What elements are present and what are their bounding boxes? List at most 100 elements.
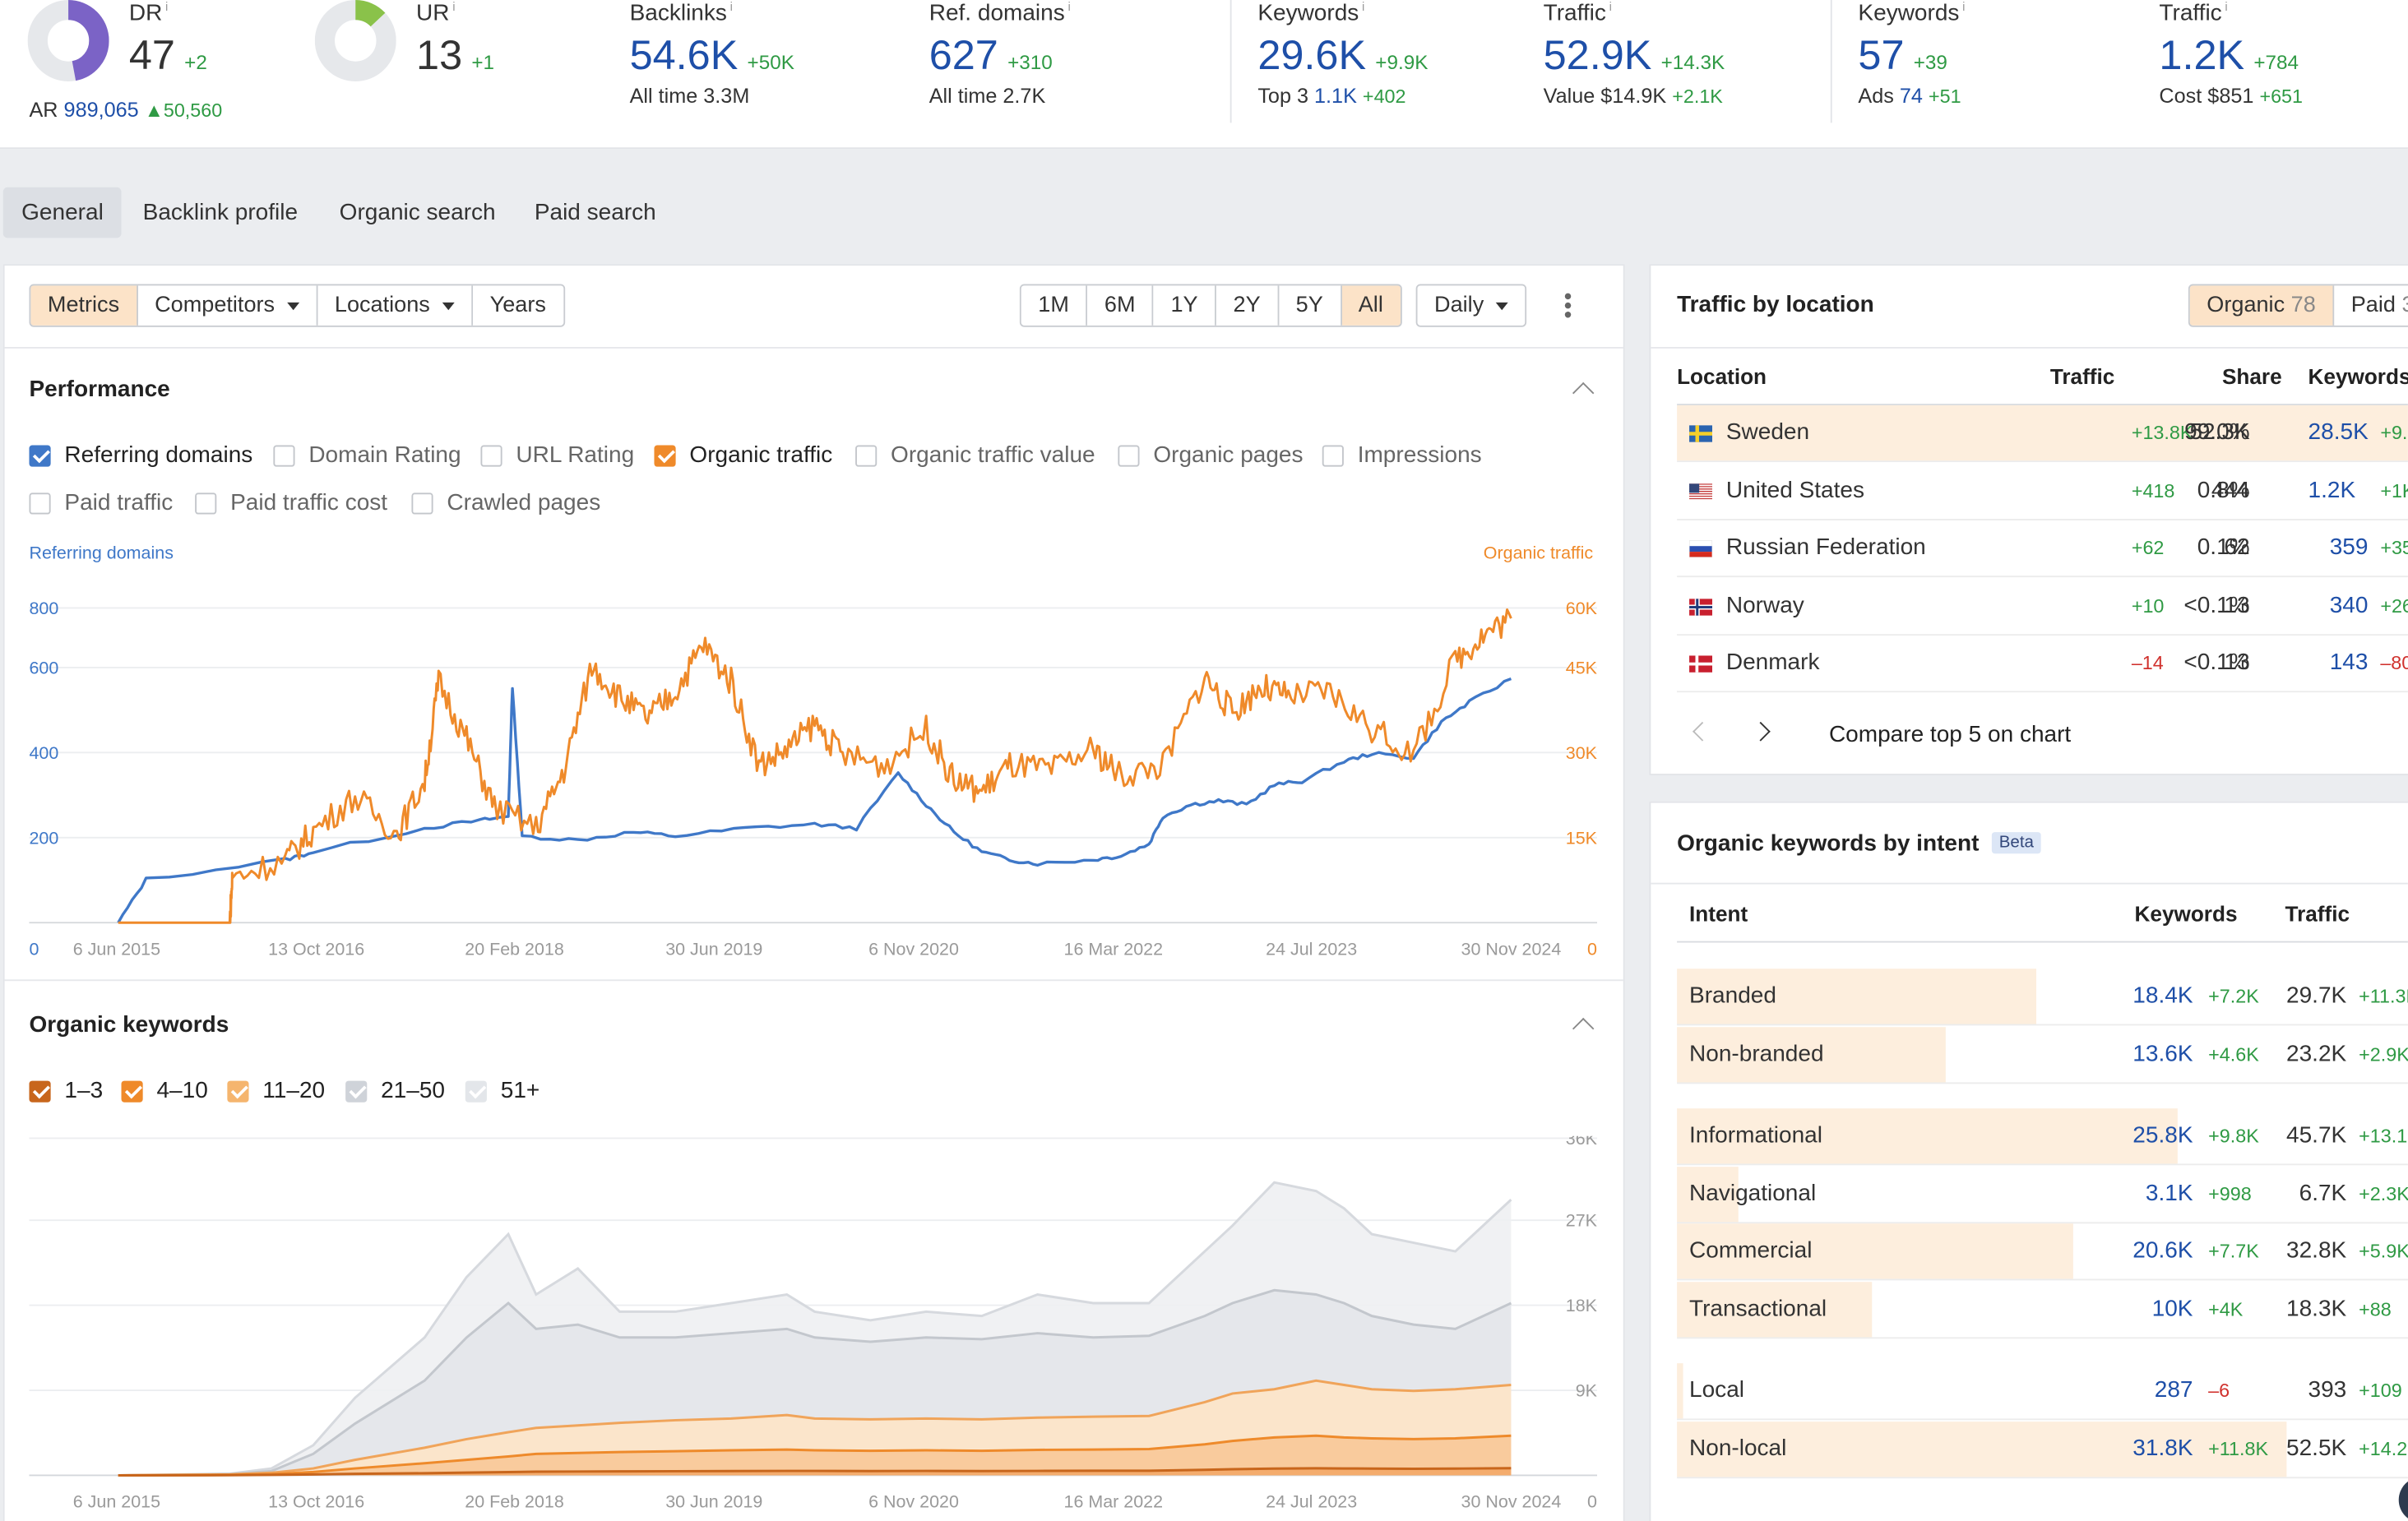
metric-checkbox[interactable]: Crawled pages: [411, 490, 600, 515]
keywords-column-header[interactable]: Keywords: [2308, 363, 2408, 389]
area-line-3[interactable]: [118, 1434, 1512, 1477]
paid-keywords-value[interactable]: 57: [1858, 32, 1905, 79]
paid-toggle-button[interactable]: Paid 3: [2334, 285, 2408, 326]
locations-dropdown[interactable]: Locations: [317, 285, 474, 326]
intent-row[interactable]: Local 287 –6 393 +109: [1677, 1363, 2408, 1421]
intent-keywords-value[interactable]: 10K: [2151, 1295, 2193, 1321]
intent-keywords-column-header[interactable]: Keywords: [2134, 901, 2238, 926]
competitors-dropdown[interactable]: Competitors: [137, 285, 318, 326]
ads-value[interactable]: 74: [1899, 84, 1923, 108]
paid-traffic-metric[interactable]: Traffic i 1.2K +784 Cost $851 +651: [2159, 0, 2303, 108]
tab-general[interactable]: General: [2, 187, 123, 238]
top3-value[interactable]: 1.1K: [1314, 84, 1357, 108]
paid-toggle-label: Paid: [2350, 293, 2396, 318]
help-chat-button[interactable]: [2398, 1477, 2408, 1521]
legend-item[interactable]: 1–3: [29, 1078, 103, 1104]
metrics-button[interactable]: Metrics: [30, 285, 138, 326]
interval-dropdown[interactable]: Daily: [1415, 284, 1527, 327]
metric-checkbox[interactable]: Referring domains: [29, 442, 252, 469]
metric-checkbox[interactable]: Domain Rating: [273, 442, 461, 469]
range-2y-button[interactable]: 2Y: [1216, 285, 1280, 326]
traffic-column-header[interactable]: Traffic: [2049, 363, 2115, 389]
intent-keywords-value[interactable]: 18.4K: [2132, 982, 2193, 1009]
intent-row[interactable]: Non-local 31.8K +11.8K 52.5K +14.2K: [1677, 1421, 2408, 1478]
tab-paid-search[interactable]: Paid search: [534, 199, 656, 226]
location-column-header[interactable]: Location: [1677, 363, 1767, 389]
intent-row[interactable]: Non-branded 13.6K +4.6K 23.2K +2.9K: [1677, 1026, 2408, 1084]
intent-keywords-value[interactable]: 13.6K: [2132, 1040, 2193, 1066]
ur-metric[interactable]: UR i 13 +1: [416, 0, 494, 78]
range-1y-button[interactable]: 1Y: [1153, 285, 1217, 326]
range-6m-button[interactable]: 6M: [1087, 285, 1154, 326]
keywords-value[interactable]: 28.5K: [2308, 418, 2369, 446]
ref-domains-value[interactable]: 627: [928, 32, 998, 79]
legend-item[interactable]: 11–20: [227, 1078, 325, 1104]
years-button[interactable]: Years: [473, 285, 563, 326]
paid-keywords-metric[interactable]: Keywords i 57 +39 Ads 74 +51: [1858, 0, 1965, 108]
location-row[interactable]: Russian Federation 62 +62 0.1% 359 +359: [1677, 520, 2408, 578]
tab-organic-search[interactable]: Organic search: [339, 199, 496, 226]
area-line-0[interactable]: [118, 1181, 1512, 1477]
organic-keywords-value[interactable]: 29.6K: [1257, 32, 1367, 79]
range-1m-button[interactable]: 1M: [1021, 285, 1088, 326]
intent-row[interactable]: Branded 18.4K +7.2K 29.7K +11.3K: [1677, 969, 2408, 1026]
location-row[interactable]: Norway 13 +10 <0.1% 340 +260: [1677, 578, 2408, 636]
legend-item[interactable]: 21–50: [345, 1078, 445, 1104]
organic-traffic-line[interactable]: [118, 608, 1512, 924]
metric-checkbox[interactable]: Paid traffic: [29, 490, 173, 515]
keywords-value[interactable]: 1.2K: [2308, 476, 2356, 503]
intent-row[interactable]: Informational 25.8K +9.8K 45.7K +13.1K: [1677, 1108, 2408, 1166]
keywords-value[interactable]: 340: [2329, 591, 2369, 618]
organic-traffic-value[interactable]: 52.9K: [1543, 32, 1652, 79]
location-row[interactable]: United States 444 +418 0.8% 1.2K +1K: [1677, 463, 2408, 520]
share-column-header[interactable]: Share: [2221, 363, 2282, 389]
ref-domains-metric[interactable]: Ref. domains i 627 +310 All time 2.7K: [929, 0, 1071, 108]
intent-keywords-value[interactable]: 25.8K: [2132, 1121, 2193, 1149]
tab-backlink-profile[interactable]: Backlink profile: [142, 199, 299, 226]
keywords-value[interactable]: 359: [2329, 534, 2369, 561]
metric-checkbox[interactable]: Organic traffic value: [855, 442, 1095, 469]
more-options-icon[interactable]: [1563, 293, 1572, 321]
intent-row[interactable]: Commercial 20.6K +7.7K 32.8K +5.9K: [1677, 1223, 2408, 1281]
legend-item[interactable]: 4–10: [121, 1078, 208, 1104]
intent-keywords-value[interactable]: 3.1K: [2145, 1180, 2193, 1206]
intent-row[interactable]: Navigational 3.1K +998 6.7K +2.3K: [1677, 1166, 2408, 1223]
country-name[interactable]: Russian Federation: [1725, 534, 1926, 561]
country-name[interactable]: Denmark: [1725, 649, 1820, 676]
backlinks-metric[interactable]: Backlinks i 54.6K +50K All time 3.3M: [630, 0, 794, 108]
range-5y-button[interactable]: 5Y: [1279, 285, 1342, 326]
paid-traffic-value[interactable]: 1.2K: [2159, 32, 2245, 79]
location-row[interactable]: Denmark 13 –14 <0.1% 143 –80: [1677, 636, 2408, 693]
area-line-2[interactable]: [118, 1379, 1512, 1477]
metric-checkbox[interactable]: URL Rating: [480, 442, 634, 469]
ar-value[interactable]: 989,065: [63, 98, 139, 122]
organic-traffic-metric[interactable]: Traffic i 52.9K +14.3K Value $14.9K +2.1K: [1544, 0, 1725, 108]
area-line-4[interactable]: [118, 1467, 1512, 1477]
performance-chart[interactable]: 0 200 400 600 800 0 15K 30K 45K 60K 6 Jun 2015 13 O…: [0, 584, 1625, 968]
intent-keywords-value[interactable]: 287: [2154, 1376, 2193, 1403]
intent-column-header[interactable]: Intent: [1689, 901, 1748, 926]
metric-checkbox[interactable]: Paid traffic cost: [195, 490, 387, 515]
referring-domains-line[interactable]: [117, 677, 1512, 924]
intent-row[interactable]: Transactional 10K +4K 18.3K +88: [1677, 1281, 2408, 1338]
metric-checkbox[interactable]: Impressions: [1322, 442, 1482, 469]
range-all-button[interactable]: All: [1341, 285, 1401, 326]
dr-metric[interactable]: DR i 47 +2: [129, 0, 207, 78]
country-name[interactable]: Sweden: [1725, 418, 1810, 446]
compare-top5-link[interactable]: Compare top 5 on chart: [1828, 721, 2072, 748]
keywords-value[interactable]: 143: [2329, 649, 2369, 676]
backlinks-value[interactable]: 54.6K: [629, 32, 739, 79]
intent-keywords-value[interactable]: 20.6K: [2132, 1237, 2193, 1264]
intent-keywords-value[interactable]: 31.8K: [2132, 1434, 2193, 1461]
metric-checkbox[interactable]: Organic pages: [1118, 442, 1304, 469]
intent-traffic-column-header[interactable]: Traffic: [2285, 901, 2350, 926]
organic-keywords-chart[interactable]: 0 9K 18K 27K 36K 6 Jun 2015 13 Oct 2016 20 Feb …: [0, 1136, 1625, 1521]
metric-checkbox[interactable]: Organic traffic: [654, 442, 832, 469]
country-name[interactable]: Norway: [1725, 591, 1804, 618]
organic-keywords-metric[interactable]: Keywords i 29.6K +9.9K Top 3 1.1K +402: [1257, 0, 1428, 108]
organic-toggle-button[interactable]: Organic 78: [2189, 285, 2335, 326]
legend-item[interactable]: 51+: [465, 1078, 539, 1104]
country-name[interactable]: United States: [1725, 476, 1865, 503]
area-line-1[interactable]: [118, 1288, 1512, 1477]
